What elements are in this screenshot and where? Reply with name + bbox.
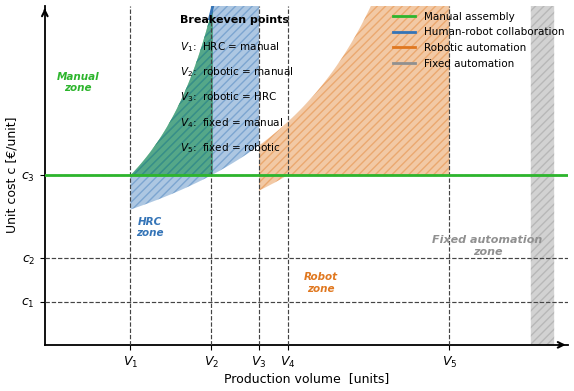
- Legend: Manual assembly, Human-robot collaboration, Robotic automation, Fixed automation: Manual assembly, Human-robot collaborati…: [389, 7, 568, 73]
- Text: $V_1$:  HRC = manual: $V_1$: HRC = manual: [180, 40, 280, 54]
- X-axis label: Production volume  [units]: Production volume [units]: [224, 373, 389, 386]
- Text: $V_2$:  robotic = manual: $V_2$: robotic = manual: [180, 65, 294, 79]
- Text: Robot
zone: Robot zone: [304, 273, 338, 294]
- Y-axis label: Unit cost c [€/unit]: Unit cost c [€/unit]: [6, 117, 18, 233]
- Text: $V_4$:  fixed = manual: $V_4$: fixed = manual: [180, 116, 284, 130]
- Text: Breakeven points: Breakeven points: [180, 15, 289, 25]
- Text: Fixed automation
zone: Fixed automation zone: [432, 235, 542, 257]
- Text: $V_5$:  fixed = robotic: $V_5$: fixed = robotic: [180, 141, 281, 155]
- Text: $V_3$:  robotic = HRC: $V_3$: robotic = HRC: [180, 91, 278, 104]
- Text: HRC
zone: HRC zone: [136, 217, 163, 239]
- Text: Manual
zone: Manual zone: [57, 72, 99, 93]
